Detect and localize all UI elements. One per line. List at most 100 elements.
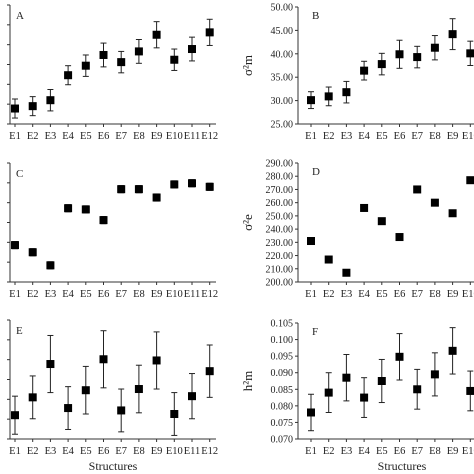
x-tick-label: E7 [115,289,127,300]
x-tick-label: E10 [166,289,183,300]
data-point [46,261,55,270]
panel-label: E [16,325,23,337]
x-tick-label: E5 [80,446,92,457]
data-point [81,61,90,70]
data-point [152,356,161,365]
x-tick-label: E4 [62,131,74,142]
data-point [28,393,37,402]
panel-label: B [312,10,319,22]
x-tick-label: E5 [376,131,388,142]
x-tick-label: E2 [27,289,39,300]
y-tick-label: 0.095 [271,352,294,363]
data-point [377,60,386,69]
x-tick-label: E1 [305,289,317,300]
x-tick-label: E1 [305,446,317,457]
panel-f: 0.070 0.075 0.080 0.085 0.090 0.095 0.100 0.105… [240,319,474,473]
x-tick-label: E3 [45,131,57,142]
data-point [448,30,457,39]
x-tick-label: E8 [429,131,441,142]
data-point [28,102,37,111]
panel-label: D [312,166,320,178]
data-point [81,386,90,395]
panel-label: C [16,168,23,180]
x-tick-label: E10 [166,446,183,457]
data-point [152,193,161,202]
x-tick-label: E6 [394,446,406,457]
data-point [413,385,422,394]
data-point [395,50,404,59]
x-tick-label: E3 [45,289,57,300]
data-point [64,404,73,413]
y-tick-label: 210.00 [266,264,294,275]
x-tick-label: E12 [201,289,218,300]
y-tick-label: 0.085 [271,385,294,396]
x-tick-label: E4 [62,289,74,300]
data-point [11,411,19,420]
data-point [360,393,369,402]
data-point [307,237,315,246]
data-point [413,53,422,62]
x-tick-label: E9 [447,131,459,142]
data-point [117,406,126,415]
x-tick-label: E1 [9,131,21,142]
x-tick-label: E5 [80,289,92,300]
y-tick-label: 270.00 [266,185,294,196]
x-tick-label: E12 [201,446,218,457]
x-tick-label: E7 [115,131,127,142]
x-tick-label: E9 [151,446,163,457]
x-tick-label: E5 [376,289,388,300]
panel-a: A E1 E2 E3 E4 E5 E6 E7 E8 E9 E10 E11 E12 [7,4,218,142]
data-point [413,185,422,194]
data-point [342,88,351,97]
data-point [466,386,474,395]
x-tick-label: E10 [462,289,474,300]
data-point [466,176,474,185]
y-tick-label: 220.00 [266,251,294,262]
x-tick-label: E4 [62,446,74,457]
panel-e: E E1 E2 E3 E4 E5 E6 E7 E8 E9 E10 E11 E12 Structures [7,319,218,473]
x-tick-label: E2 [323,446,335,457]
x-tick-label: E7 [411,289,423,300]
data-point [430,43,439,52]
x-tick-label: E9 [447,446,459,457]
y-axis-label: h²m [240,371,255,392]
data-point [324,255,333,264]
x-tick-label: E8 [429,446,441,457]
y-tick-label: 0.080 [271,401,294,412]
x-tick-label: E9 [151,131,163,142]
data-point [99,355,108,364]
y-tick-label: 0.070 [271,435,294,446]
data-point [205,367,214,376]
x-tick-label: E9 [151,289,163,300]
data-point [46,96,55,105]
y-tick-label: 200.00 [266,278,294,289]
data-point [81,205,90,214]
data-point [117,185,126,194]
x-tick-label: E12 [201,131,218,142]
data-point [99,216,108,225]
data-point [64,71,73,80]
data-point [170,180,179,189]
data-point [134,185,143,194]
y-tick-label: 40.00 [271,49,294,60]
y-tick-label: 35.00 [271,73,294,84]
panel-label: F [312,326,318,338]
x-tick-label: E8 [133,446,145,457]
x-tick-label: E11 [184,446,201,457]
x-tick-label: E3 [45,446,57,457]
data-point [430,370,439,379]
data-point [117,58,126,67]
x-tick-label: E8 [133,289,145,300]
x-tick-label: E2 [27,131,39,142]
y-tick-label: 0.075 [271,418,294,429]
x-tick-label: E1 [9,446,21,457]
x-tick-label: E4 [358,131,370,142]
data-point [448,346,457,355]
y-tick-label: 230.00 [266,238,294,249]
data-point [342,268,351,277]
x-tick-label: E11 [184,131,201,142]
x-axis-label: Structures [89,459,138,473]
data-point [205,28,214,37]
